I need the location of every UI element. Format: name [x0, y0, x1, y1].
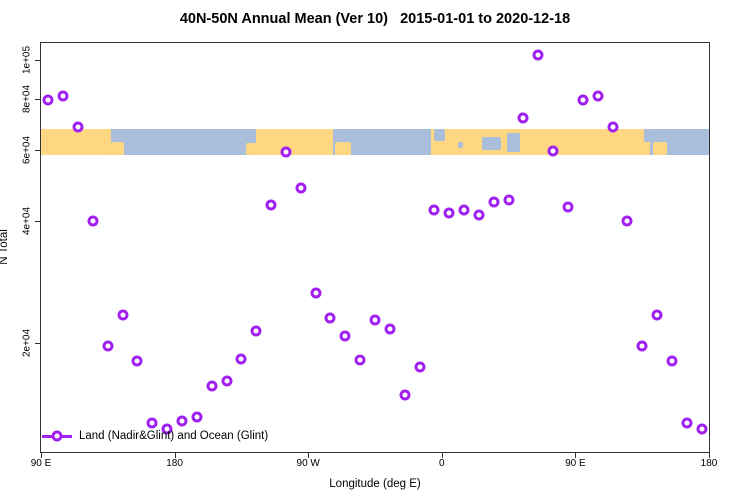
x-axis-tick: [709, 453, 710, 458]
x-axis-tick-label: 180: [166, 458, 183, 469]
legend-open-circle-icon: [51, 430, 63, 442]
data-point: [102, 340, 114, 352]
data-point: [547, 145, 559, 157]
map-band-ocean-patch: [434, 129, 445, 141]
map-band-land-segment: [41, 129, 111, 155]
data-point: [235, 353, 247, 365]
y-axis-tick-label: 4e+04: [21, 207, 33, 236]
map-band-land-segment: [256, 129, 334, 155]
data-point: [265, 199, 277, 211]
data-point: [577, 94, 589, 106]
x-axis-tick: [575, 453, 577, 458]
data-point: [87, 215, 99, 227]
data-point: [324, 312, 336, 324]
data-point: [517, 112, 529, 124]
map-band-land-segment: [431, 129, 650, 155]
map-band-ocean-patch: [643, 129, 650, 142]
data-point: [339, 330, 351, 342]
data-point: [428, 204, 440, 216]
data-point: [369, 314, 381, 326]
data-point: [161, 423, 173, 435]
data-point: [696, 423, 708, 435]
data-point: [146, 417, 158, 429]
map-band-ocean-patch: [458, 141, 463, 149]
data-point: [562, 201, 574, 213]
data-point: [503, 194, 515, 206]
data-point: [532, 49, 544, 61]
data-point: [473, 209, 485, 221]
data-point: [592, 90, 604, 102]
x-axis-tick: [174, 453, 176, 458]
chart-title: 40N-50N Annual Mean (Ver 10) 2015-01-01 …: [179, 11, 571, 27]
data-point: [42, 94, 54, 106]
data-point: [117, 309, 129, 321]
data-point: [221, 375, 233, 387]
x-axis-tick-label: 90 W: [296, 458, 320, 469]
data-point: [384, 323, 396, 335]
data-point: [607, 121, 618, 133]
legend-marker-icon: [42, 430, 72, 442]
data-point: [666, 355, 678, 367]
legend: Land (Nadir&Glint) and Ocean (Glint): [42, 430, 268, 442]
legend-label: Land (Nadir&Glint) and Ocean (Glint): [79, 430, 269, 442]
y-axis-tick-label: 6e+04: [21, 135, 33, 164]
data-point: [57, 90, 69, 102]
data-point: [443, 207, 455, 219]
data-point: [681, 417, 693, 429]
y-axis-tick: [35, 99, 40, 101]
data-point: [191, 411, 203, 423]
data-point: [176, 415, 188, 427]
data-point: [72, 121, 84, 133]
map-band-land-patch: [652, 141, 668, 155]
map-band-ocean-patch: [507, 132, 521, 153]
y-axis-tick: [35, 221, 40, 223]
x-axis-tick-label: 90 E: [565, 458, 586, 469]
x-axis-tick-label: 180: [700, 458, 718, 469]
data-point: [131, 355, 143, 367]
data-point: [399, 389, 411, 401]
x-axis-tick-label: 90 E: [30, 458, 52, 469]
y-axis-label: N Total: [0, 229, 10, 265]
data-point: [250, 325, 262, 337]
y-axis-tick: [35, 149, 40, 151]
y-axis-tick: [35, 59, 40, 61]
data-point: [621, 215, 633, 227]
x-axis-tick-label: 0: [439, 458, 445, 469]
x-axis-tick: [308, 453, 310, 458]
x-axis-label: Longitude (deg E): [329, 478, 421, 490]
data-point: [414, 361, 426, 373]
data-point: [488, 196, 500, 208]
data-point: [310, 287, 322, 299]
map-band-land-patch: [334, 141, 352, 155]
map-band-land-patch: [245, 143, 257, 155]
data-point: [651, 309, 663, 321]
plot-area: Land (Nadir&Glint) and Ocean (Glint): [40, 42, 710, 453]
y-axis-tick: [35, 343, 40, 345]
data-point: [354, 354, 366, 366]
x-axis-tick: [441, 453, 443, 458]
map-band-ocean-segment: [110, 129, 257, 155]
y-axis-tick-label: 8e+04: [21, 85, 33, 114]
data-point: [636, 340, 648, 352]
y-axis-tick-label: 2e+04: [21, 329, 33, 358]
map-band-ocean-patch: [481, 136, 502, 150]
data-point: [206, 380, 218, 392]
data-point: [295, 182, 307, 194]
y-axis-tick-label: 1e+05: [21, 45, 33, 74]
data-point: [280, 146, 292, 158]
x-axis-tick: [41, 453, 42, 458]
map-band-land-patch: [110, 141, 125, 155]
data-point: [458, 204, 470, 216]
